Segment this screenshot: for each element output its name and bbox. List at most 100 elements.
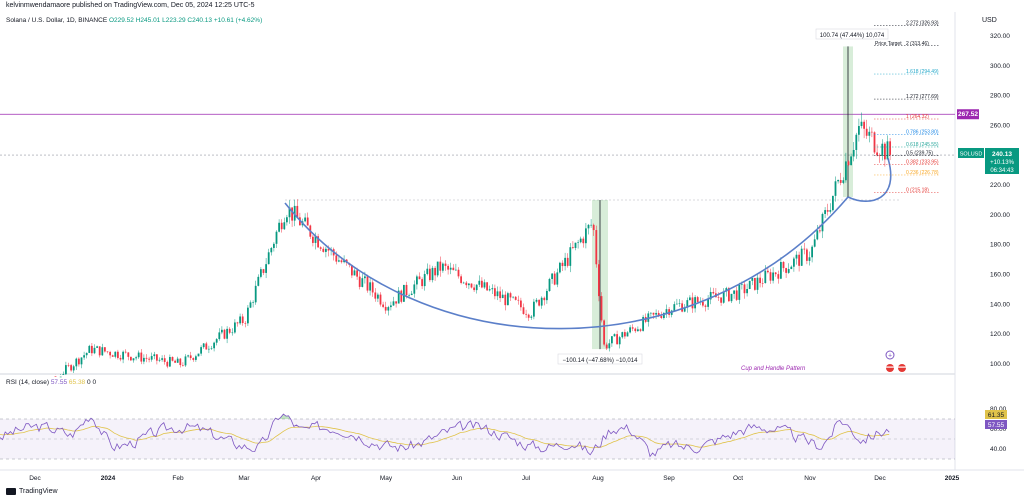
flag-icon-2[interactable] (898, 364, 906, 372)
candle (858, 126, 860, 135)
candle (257, 276, 260, 286)
candle (556, 272, 559, 285)
candle (231, 332, 234, 334)
candle (790, 266, 793, 270)
candle (210, 348, 213, 349)
cup-curve[interactable] (284, 196, 849, 330)
resistance-badge (957, 109, 979, 120)
candle (564, 257, 566, 267)
candle (871, 131, 873, 133)
rsi-badge (985, 420, 1007, 429)
currency-label[interactable]: USD (982, 17, 997, 24)
rsi-line[interactable] (0, 413, 890, 458)
tradingview-logo-icon (6, 488, 16, 495)
time-tick-label: Jun (452, 475, 463, 482)
candle (452, 267, 455, 271)
candle (834, 181, 837, 196)
candle (306, 217, 309, 226)
rsi-band (0, 419, 955, 459)
candle (702, 301, 704, 306)
candle (642, 316, 644, 331)
candle (436, 261, 439, 276)
time-tick-label: Nov (804, 475, 816, 482)
pattern-label[interactable]: Cup and Handle Pattern (741, 366, 806, 372)
candlestick-series[interactable] (54, 112, 891, 378)
candle (743, 284, 746, 294)
rsi-tick-label: 40.00 (990, 446, 1007, 453)
candle (717, 297, 720, 298)
candle (338, 260, 340, 262)
candle (561, 262, 564, 267)
rsi-title[interactable]: RSI (14, close) (6, 379, 49, 386)
candle (569, 247, 572, 266)
candle (488, 289, 491, 291)
candle (447, 265, 449, 270)
rsi-ma-line[interactable] (0, 425, 890, 449)
rsi-ma-badge (985, 410, 1007, 419)
fib-level-label: 0.5 (239.75) (906, 151, 933, 157)
bottom-measure-label[interactable]: −100.14 (−47.68%) −10,014 (563, 358, 639, 364)
candle (340, 260, 343, 263)
candle (837, 180, 839, 182)
candle (434, 267, 436, 276)
candle (429, 268, 431, 281)
candle (572, 247, 574, 248)
price-axis[interactable]: 100.00 120.00 140.00 160.00 180.00 200.00 220.… (990, 33, 1010, 368)
candle (325, 248, 327, 252)
candle (200, 347, 202, 354)
time-tick-label: 2024 (101, 475, 116, 482)
candle (759, 277, 761, 284)
candle (655, 312, 657, 315)
candle (85, 352, 88, 356)
top-measure-label[interactable]: 100.74 (47.44%) 10,074 (820, 33, 885, 39)
candle (101, 347, 104, 356)
candle (538, 299, 540, 306)
candle (696, 297, 699, 302)
ticker-badge-text: SOLUSD (960, 152, 983, 158)
candle (754, 277, 756, 290)
price-badge-countdown: 06:34:43 (990, 168, 1014, 174)
candle (761, 283, 764, 284)
candle (410, 293, 413, 296)
candle (252, 302, 254, 303)
resistance-badge-text: 267.52 (958, 111, 978, 118)
fib-level-label: 2.272 (326.93) (906, 21, 939, 27)
event-plus-icon[interactable] (885, 350, 895, 360)
flag-stripe-1 (886, 366, 894, 368)
candle (629, 327, 631, 333)
candle (860, 121, 863, 127)
time-axis[interactable]: Dec 2024 Feb Mar Apr May Jun Jul Aug Sep Oct Nov Dec… (29, 475, 959, 482)
candle (772, 272, 774, 281)
candle (512, 296, 514, 298)
candle (96, 346, 98, 348)
candle (153, 354, 156, 357)
candle (621, 332, 624, 338)
candle (171, 356, 174, 361)
handle-curve[interactable] (847, 158, 892, 202)
tradingview-brand[interactable]: TradingView (19, 488, 58, 495)
candle (382, 304, 384, 307)
symbol-label[interactable]: Solana / U.S. Dollar, 1D, BINANCE (6, 17, 108, 24)
flag-icon-1[interactable] (886, 364, 894, 372)
rsi-legend-ma: 65.38 (68, 379, 86, 386)
open-value: O229.52 (108, 17, 134, 24)
rsi-axis[interactable]: 40.00 60.00 80.00 (990, 406, 1007, 453)
candle (392, 301, 395, 306)
candle (135, 357, 137, 359)
candle (722, 291, 725, 303)
candle (65, 365, 67, 375)
candle (728, 288, 730, 302)
time-tick-label: Mar (238, 475, 250, 482)
candle (400, 290, 403, 302)
fib-level-label: 1.272 (277.69) (906, 94, 939, 100)
candle (808, 257, 811, 261)
candle (738, 284, 741, 300)
event-plus-glyph: + (888, 353, 892, 360)
candle (634, 328, 637, 332)
candle (182, 365, 184, 366)
fibonacci-extension[interactable]: 2.272 (326.93) 2 (313.46) 1.618 (294.49) 1.… (874, 21, 940, 194)
candle (764, 270, 767, 284)
price-badge-value: 240.13 (992, 151, 1012, 158)
candle (735, 290, 738, 300)
